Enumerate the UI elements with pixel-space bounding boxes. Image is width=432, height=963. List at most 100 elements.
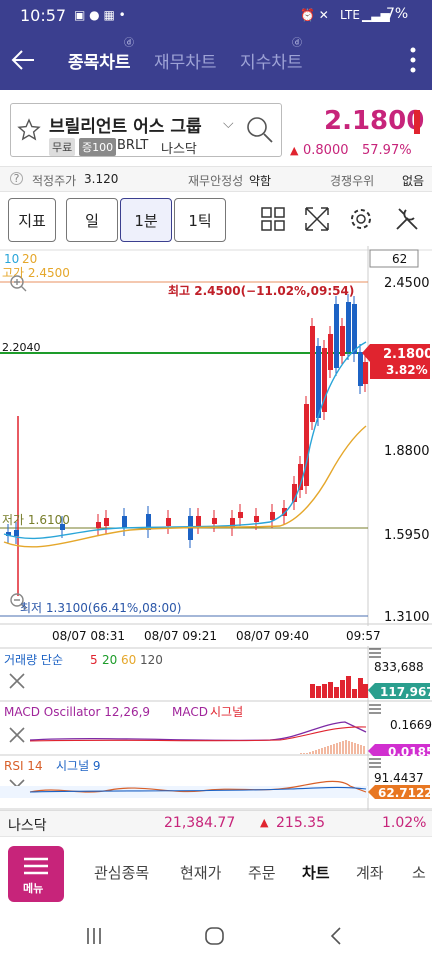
day-button[interactable]: 일 <box>66 198 118 242</box>
candle-body <box>340 326 345 356</box>
settings-gear-icon[interactable] <box>348 206 374 232</box>
candle-body <box>212 518 217 524</box>
minute-button[interactable]: 1분 <box>120 198 172 242</box>
candle-body <box>322 348 327 412</box>
candle-body <box>292 484 297 502</box>
close-panel-icon[interactable] <box>9 727 25 743</box>
macd-bar <box>342 741 344 754</box>
volume-bar <box>346 676 351 698</box>
zoom-out-icon[interactable] <box>10 593 27 610</box>
macd-bar <box>315 750 317 754</box>
y-tick: 1.5950 <box>384 528 430 543</box>
back-arrow-icon[interactable] <box>10 48 36 72</box>
macd-bar <box>303 753 305 754</box>
panel-menu-icon[interactable] <box>369 648 381 658</box>
candle-body <box>6 532 11 536</box>
candle-body <box>334 304 339 368</box>
app-header: 종목차트 ⓓ 재무차트 지수차트 ⓓ <box>0 34 432 90</box>
system-nav-bar <box>0 912 432 963</box>
index-name: 나스닥 <box>8 818 47 834</box>
rsi-panel[interactable]: RSI 14 시그널 9 91.4437 62.7122 <box>0 756 432 810</box>
x-tick: 09:57 <box>346 629 381 643</box>
candle-body <box>238 512 243 518</box>
macd-signal-title: 시그널 <box>210 705 243 719</box>
macd-title: MACD Oscillator 12,26,9 <box>4 705 150 719</box>
nav-chart[interactable]: 차트 <box>302 864 330 882</box>
help-icon[interactable]: ? <box>10 172 23 185</box>
volume-value2: 117,967 <box>380 685 432 699</box>
chevron-down-icon[interactable]: ⌵ <box>223 116 234 132</box>
zoom-in-icon[interactable] <box>10 275 27 292</box>
volume-bars <box>310 676 368 698</box>
price-change-pct: 57.97% <box>362 143 412 158</box>
indicator-button[interactable]: 지표 <box>8 198 56 242</box>
status-time: 10:57 <box>20 6 67 25</box>
fullscreen-icon[interactable] <box>304 206 330 232</box>
recent-apps-icon[interactable] <box>84 926 104 946</box>
search-icon[interactable] <box>246 116 274 144</box>
macd-panel[interactable]: MACD Oscillator 12,26,9 MACD 시그널 0.1669 … <box>0 702 432 756</box>
volume-p5: 5 <box>90 653 98 667</box>
tools-icon[interactable] <box>394 206 420 232</box>
volume-panel[interactable]: 거래량 단순 5 20 60 120 833,688 117,967 <box>0 646 432 702</box>
panel-menu-icon[interactable] <box>369 704 381 714</box>
candle-body <box>166 518 171 526</box>
y-tick: 1.8800 <box>384 444 430 459</box>
macd-signal-line <box>29 726 367 742</box>
nav-account[interactable]: 계좌 <box>356 864 384 882</box>
min-annotation: 최저 1.3100(66.41%,08:00) <box>20 601 181 615</box>
up-triangle-icon: ▲ <box>290 144 299 157</box>
candle-body <box>14 530 19 536</box>
nav-more[interactable]: 소 <box>412 864 426 882</box>
candle-body <box>316 346 321 418</box>
index-pct: 1.02% <box>382 815 427 831</box>
candle-body <box>270 512 275 520</box>
nav-watchlist[interactable]: 관심종목 <box>94 864 150 882</box>
volume-p60: 60 <box>121 653 136 667</box>
menu-button[interactable]: 메뉴 <box>8 846 64 902</box>
macd-value1: 0.1669 <box>390 718 432 732</box>
volume-bar <box>316 686 321 698</box>
more-menu-icon[interactable] <box>408 46 418 74</box>
tab-index-chart[interactable]: 지수차트 <box>240 53 303 73</box>
candle-body <box>358 352 363 386</box>
candle-body <box>328 334 333 370</box>
macd-bar <box>300 753 302 754</box>
count-box[interactable] <box>369 249 419 268</box>
tick-button[interactable]: 1틱 <box>174 198 226 242</box>
back-icon[interactable] <box>328 926 344 946</box>
macd-bar <box>345 740 347 754</box>
candle-body <box>230 518 235 528</box>
macd-bar <box>348 741 350 754</box>
tab-financial-chart[interactable]: 재무차트 <box>154 53 217 73</box>
macd-bar <box>357 744 359 754</box>
macd-value2: 0.0185 <box>388 745 432 756</box>
macd-bar <box>318 749 320 754</box>
price-chart[interactable]: 10 20 고가 2.4500 최고 2.4500(−11.02%,09:54)… <box>0 246 432 646</box>
star-icon[interactable] <box>17 118 41 142</box>
candle-body <box>96 522 101 528</box>
index-bar[interactable]: 나스닥 21,384.77 ▲ 215.35 1.02% <box>0 810 432 836</box>
panel-menu-icon[interactable] <box>369 758 381 768</box>
hline-label: 2.2040 <box>2 341 41 354</box>
layout-grid-icon[interactable] <box>260 206 286 232</box>
volume-bar <box>310 684 315 698</box>
rsi-value1: 91.4437 <box>374 771 424 785</box>
competitiveness-value: 없음 <box>402 174 425 188</box>
index-value: 21,384.77 <box>164 815 236 831</box>
ma20-legend: 20 <box>22 252 37 266</box>
macd-bar <box>309 752 311 754</box>
stock-selector[interactable]: 브릴리언트 어스 그룹 ⌵ 무료 증100 BRLT 나스닥 <box>10 103 282 157</box>
candlestick-series <box>6 294 368 548</box>
close-panel-icon[interactable] <box>9 673 25 689</box>
tab-stock-chart[interactable]: 종목차트 <box>68 53 131 73</box>
nav-order[interactable]: 주문 <box>248 864 276 882</box>
battery-label: 7% <box>386 6 409 22</box>
macd-bar <box>354 743 356 754</box>
bottom-nav <box>0 836 432 912</box>
home-icon[interactable] <box>204 926 226 946</box>
macd-histogram <box>300 740 365 754</box>
signal-label: LTE <box>340 8 360 22</box>
nav-current-price[interactable]: 현재가 <box>180 864 222 882</box>
price-tag-pct: 3.82% <box>386 363 428 377</box>
